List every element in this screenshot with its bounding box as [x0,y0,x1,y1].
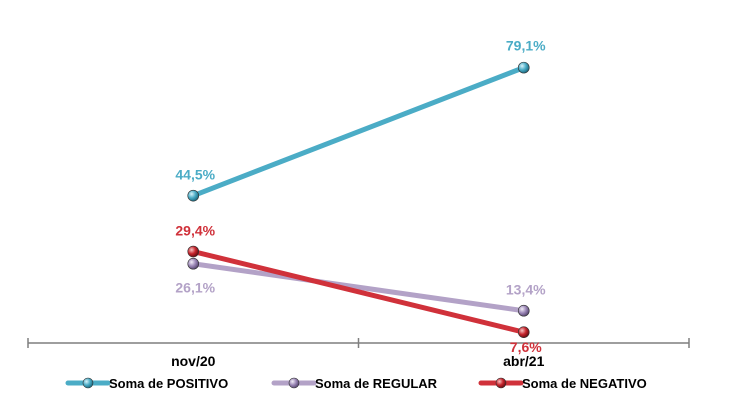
data-point [187,257,200,270]
data-label: 26,1% [175,280,215,296]
data-labels: 44,5% 79,1% 26,1% 13,4% 29,4% 7,6% [175,38,546,356]
legend-label: Soma de NEGATIVO [522,376,647,391]
data-label: 79,1% [506,38,546,54]
x-tick-label: nov/20 [171,353,216,369]
data-label: 44,5% [175,167,215,183]
legend-item: Soma de REGULAR [271,376,438,391]
legend-item: Soma de POSITIVO [65,376,228,391]
legend-swatch-marker [495,377,507,389]
data-label: 13,4% [506,282,546,298]
series-line [190,65,527,199]
x-tick-label: abr/21 [503,353,544,369]
data-point [517,326,530,338]
series-layer [187,61,530,338]
x-axis: nov/20 abr/21 [27,338,690,369]
series-soma-de-regular [187,257,530,317]
data-label: 7,6% [510,339,542,355]
series-line [190,249,527,335]
data-point [187,245,200,258]
series-soma-de-negativo [187,245,530,338]
data-label: 29,4% [175,223,215,239]
legend: Soma de POSITIVO Soma de REGULAR Soma de N… [65,376,647,391]
data-point [517,61,530,74]
legend-label: Soma de REGULAR [315,376,438,391]
legend-swatch-marker [82,377,94,389]
data-point [187,189,200,202]
legend-label: Soma de POSITIVO [109,376,228,391]
series-line [190,261,527,314]
legend-item: Soma de NEGATIVO [478,376,647,391]
series-soma-de-positivo [187,61,530,202]
data-point [517,304,530,317]
legend-swatch-marker [288,377,300,389]
